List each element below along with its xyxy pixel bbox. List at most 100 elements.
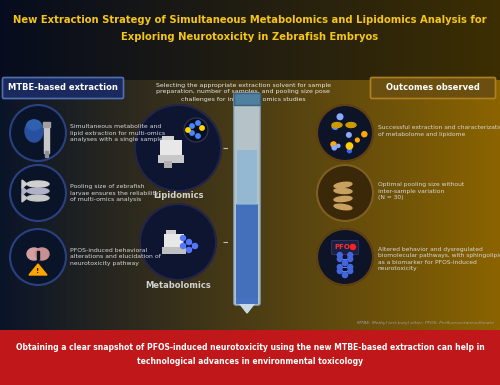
Circle shape: [190, 124, 194, 128]
Bar: [266, 0, 270, 330]
Bar: [386, 0, 390, 80]
Bar: [140, 0, 142, 330]
Circle shape: [348, 256, 352, 261]
Bar: [192, 0, 194, 330]
Bar: [200, 0, 202, 80]
Bar: [152, 0, 154, 330]
Bar: [44, 0, 46, 80]
Bar: [355, 0, 358, 330]
Bar: [136, 0, 140, 80]
Bar: [334, 0, 336, 330]
Bar: [428, 0, 431, 330]
Bar: [374, 0, 376, 80]
Bar: [305, 0, 308, 80]
Bar: [338, 0, 341, 330]
Text: Successful extraction and characterization
of metabolome and lipidome: Successful extraction and characterizati…: [378, 125, 500, 137]
Bar: [472, 0, 474, 330]
Bar: [38, 0, 41, 330]
Bar: [344, 0, 346, 80]
Bar: [302, 0, 304, 80]
Bar: [462, 0, 464, 330]
Bar: [478, 0, 481, 330]
Bar: [166, 0, 170, 330]
Bar: [406, 0, 410, 330]
Bar: [430, 0, 432, 80]
Bar: [442, 0, 444, 330]
Bar: [492, 0, 494, 80]
Text: New Extraction Strategy of Simultaneous Metabolomics and Lipidomics Analysis for: New Extraction Strategy of Simultaneous …: [13, 15, 487, 25]
Bar: [454, 0, 456, 80]
Bar: [106, 0, 110, 80]
Bar: [318, 0, 321, 330]
Bar: [18, 0, 21, 330]
Ellipse shape: [334, 196, 352, 202]
Bar: [436, 0, 440, 80]
Bar: [126, 0, 130, 330]
Bar: [78, 0, 81, 330]
Bar: [95, 0, 98, 330]
Bar: [310, 0, 312, 330]
Bar: [25, 0, 28, 330]
Circle shape: [342, 273, 347, 278]
Bar: [404, 0, 406, 330]
Bar: [348, 0, 351, 330]
Bar: [450, 0, 452, 80]
Bar: [378, 0, 381, 330]
Circle shape: [190, 131, 194, 135]
Circle shape: [196, 134, 200, 138]
Bar: [476, 0, 480, 80]
Bar: [455, 0, 458, 80]
Bar: [128, 0, 131, 80]
Bar: [480, 0, 482, 330]
Bar: [236, 0, 240, 330]
Bar: [348, 0, 351, 80]
Bar: [66, 0, 70, 330]
Bar: [244, 0, 246, 80]
Bar: [105, 0, 108, 80]
Bar: [282, 0, 284, 330]
Bar: [178, 0, 181, 330]
Bar: [492, 0, 494, 330]
Bar: [484, 0, 486, 330]
Bar: [386, 0, 390, 330]
Bar: [237, 150, 257, 205]
Bar: [226, 0, 230, 80]
Bar: [474, 0, 476, 330]
Circle shape: [338, 256, 342, 261]
Ellipse shape: [27, 195, 49, 201]
Bar: [498, 0, 500, 80]
Bar: [342, 0, 344, 80]
Bar: [152, 0, 154, 80]
FancyBboxPatch shape: [236, 204, 258, 304]
Bar: [55, 0, 58, 80]
Text: Altered behavior and dysregulated
biomolecular pathways, with sphingolipids
as a: Altered behavior and dysregulated biomol…: [378, 247, 500, 271]
Bar: [246, 0, 250, 330]
Bar: [230, 0, 232, 330]
Bar: [30, 0, 32, 80]
Bar: [150, 0, 152, 80]
Bar: [42, 0, 44, 330]
Bar: [425, 0, 428, 330]
Bar: [202, 0, 204, 330]
Bar: [465, 0, 468, 80]
Bar: [206, 0, 210, 80]
Bar: [130, 0, 132, 80]
Bar: [395, 0, 398, 80]
Bar: [232, 0, 234, 330]
Bar: [424, 0, 426, 80]
Bar: [92, 0, 94, 80]
Bar: [220, 0, 222, 80]
Bar: [260, 0, 262, 80]
Bar: [48, 0, 51, 80]
Bar: [372, 0, 374, 80]
Bar: [68, 0, 71, 330]
Bar: [368, 0, 371, 330]
Bar: [34, 0, 36, 330]
Circle shape: [346, 143, 352, 149]
Bar: [15, 0, 18, 330]
Circle shape: [338, 268, 342, 273]
Bar: [84, 0, 86, 80]
Bar: [14, 0, 16, 330]
Bar: [464, 0, 466, 80]
Circle shape: [337, 114, 343, 120]
